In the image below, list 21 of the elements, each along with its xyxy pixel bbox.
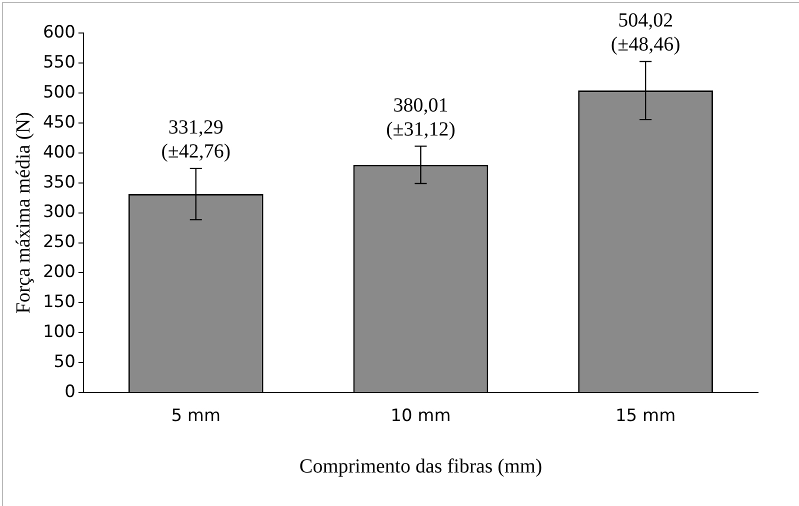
y-tick-label: 0 xyxy=(64,382,76,402)
data-label: 504,02 (±48,46) xyxy=(610,10,680,56)
y-tick-label: 400 xyxy=(42,142,76,162)
x-tick-label: 5 mm xyxy=(171,406,221,426)
y-tick-label: 200 xyxy=(42,262,76,282)
data-label: 380,01 (±31,12) xyxy=(386,94,456,140)
y-tick-label: 100 xyxy=(42,322,76,342)
y-tick-label: 500 xyxy=(42,82,76,102)
y-tick-label: 300 xyxy=(42,202,76,222)
y-tick-label: 50 xyxy=(54,352,76,372)
x-tick-label: 15 mm xyxy=(615,406,676,426)
x-tick-label: 10 mm xyxy=(390,406,451,426)
y-axis-title: Força máxima média (N) xyxy=(12,112,34,314)
y-tick-label: 450 xyxy=(42,112,76,132)
y-tick-label: 600 xyxy=(42,22,76,42)
data-label: 331,29 (±42,76) xyxy=(161,116,231,163)
y-tick-label: 550 xyxy=(42,52,76,72)
y-tick-label: 350 xyxy=(42,172,76,192)
y-tick-label: 150 xyxy=(42,292,76,312)
x-axis-title: Comprimento das fibras (mm) xyxy=(299,455,542,478)
y-tick-label: 250 xyxy=(42,232,76,252)
